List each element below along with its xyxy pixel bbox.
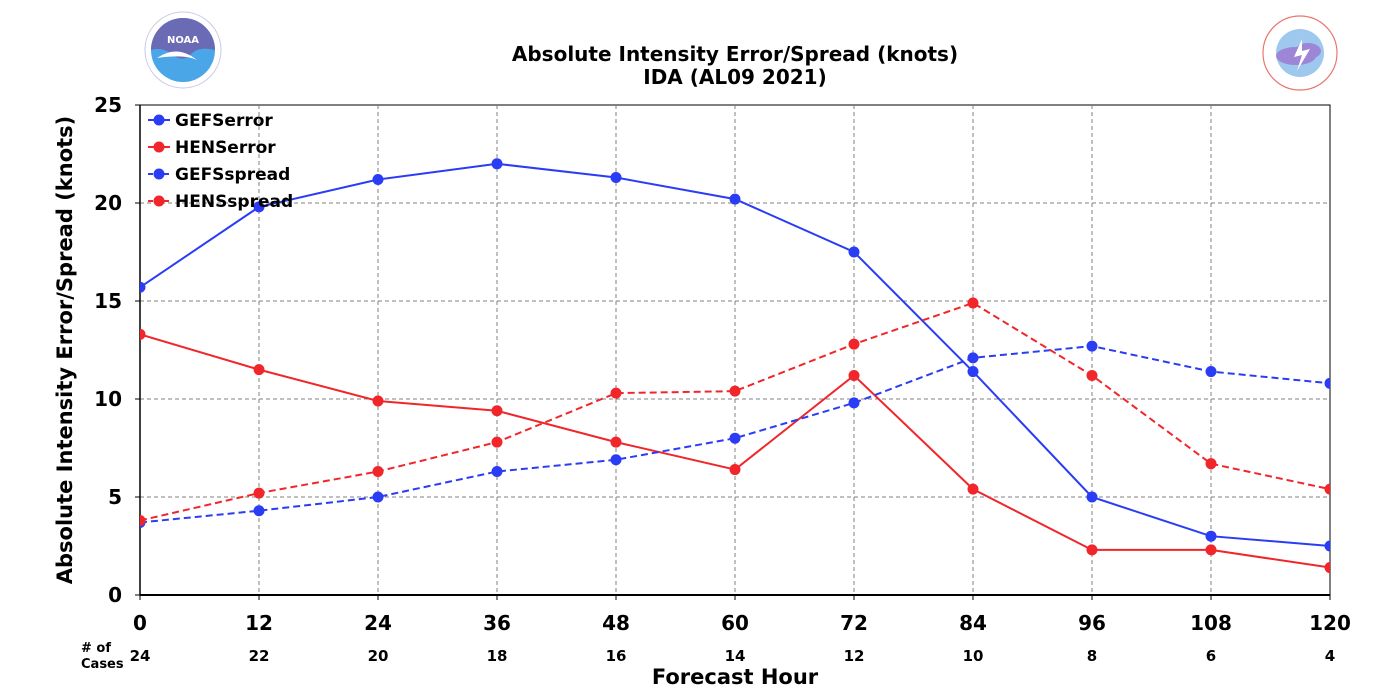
data-point-GEFSerror — [1205, 530, 1217, 542]
x-tick-label: 84 — [959, 611, 987, 635]
series-line-HENSspread — [140, 301, 1330, 522]
data-point-GEFSspread — [967, 352, 979, 364]
data-point-GEFSerror — [610, 172, 622, 184]
y-tick-label: 20 — [94, 191, 122, 215]
data-point-GEFSerror — [491, 158, 503, 170]
data-point-GEFSspread — [372, 491, 384, 503]
data-point-HENSspread — [1086, 369, 1098, 381]
data-point-HENSspread — [610, 387, 622, 399]
legend-marker-GEFSerror — [153, 114, 165, 126]
data-point-HENSspread — [140, 515, 146, 527]
y-tick-label: 25 — [94, 93, 122, 117]
cases-caption-line2: Cases — [81, 657, 124, 672]
data-point-HENSerror — [140, 328, 146, 340]
case-count-label: 6 — [1206, 647, 1216, 665]
data-point-GEFSspread — [491, 466, 503, 478]
data-point-HENSerror — [967, 483, 979, 495]
x-tick-label: 48 — [602, 611, 630, 635]
data-point-HENSspread — [1205, 458, 1217, 470]
data-point-GEFSspread — [253, 505, 265, 517]
series-HENSspread — [140, 297, 1330, 527]
data-point-GEFSerror — [967, 366, 979, 378]
y-tick-label: 15 — [94, 289, 122, 313]
case-count-label: 18 — [487, 647, 508, 665]
x-tick-label: 96 — [1078, 611, 1106, 635]
case-count-label: 20 — [368, 647, 389, 665]
data-point-HENSerror — [1205, 544, 1217, 556]
legend-label-GEFSspread: GEFSspread — [175, 165, 290, 185]
data-point-GEFSerror — [729, 193, 741, 205]
data-point-GEFSspread — [610, 454, 622, 466]
series-line-GEFSspread — [140, 345, 1330, 524]
data-point-HENSspread — [848, 338, 860, 350]
noaa-logo-bird — [157, 51, 197, 60]
legend-label-GEFSerror: GEFSerror — [175, 111, 273, 131]
x-tick-label: 108 — [1190, 611, 1232, 635]
y-tick-label: 5 — [108, 485, 122, 509]
y-tick-label: 0 — [108, 583, 122, 607]
chart-title: Absolute Intensity Error/Spread (knots) — [512, 42, 958, 66]
nws-logo — [1262, 15, 1338, 91]
series-HENSerror — [140, 328, 1330, 574]
x-tick-label: 120 — [1309, 611, 1351, 635]
data-point-HENSspread — [1324, 483, 1330, 495]
data-point-HENSerror — [1324, 562, 1330, 574]
data-point-HENSerror — [1086, 544, 1098, 556]
case-count-label: 24 — [130, 647, 151, 665]
legend-marker-GEFSspread — [153, 168, 165, 180]
case-count-label: 10 — [963, 647, 984, 665]
noaa-logo: NOAA — [144, 11, 222, 89]
case-count-label: 8 — [1087, 647, 1097, 665]
data-point-GEFSspread — [848, 397, 860, 409]
x-tick-label: 0 — [133, 611, 147, 635]
chart-subtitle: IDA (AL09 2021) — [643, 65, 826, 89]
x-tick-label: 12 — [245, 611, 273, 635]
case-count-label: 14 — [725, 647, 746, 665]
legend-label-HENSspread: HENSspread — [175, 192, 293, 212]
case-count-label: 12 — [844, 647, 865, 665]
legend: GEFSerror HENSerror GEFSspread HENSspread — [148, 111, 293, 212]
data-point-HENSspread — [372, 466, 384, 478]
x-tick-label: 24 — [364, 611, 392, 635]
x-tick-label: 72 — [840, 611, 868, 635]
data-point-GEFSerror — [848, 246, 860, 258]
cases-caption-line1: # of — [81, 641, 111, 656]
x-tick-label: 36 — [483, 611, 511, 635]
case-count-label: 4 — [1325, 647, 1335, 665]
data-point-HENSspread — [491, 436, 503, 448]
y-axis-title: Absolute Intensity Error/Spread (knots) — [53, 116, 77, 585]
data-point-GEFSspread — [1205, 366, 1217, 378]
legend-marker-HENSerror — [153, 141, 165, 153]
nws-logo-lightning — [1294, 39, 1310, 71]
case-count-label: 16 — [606, 647, 627, 665]
case-count-label: 22 — [249, 647, 270, 665]
data-point-HENSspread — [967, 297, 979, 309]
data-point-GEFSerror — [1086, 491, 1098, 503]
data-point-HENSerror — [372, 395, 384, 407]
data-point-GEFSerror — [372, 173, 384, 185]
data-point-HENSerror — [253, 364, 265, 376]
data-point-HENSspread — [253, 487, 265, 499]
noaa-logo-sky — [151, 18, 215, 59]
data-point-GEFSspread — [729, 432, 741, 444]
noaa-logo-text: NOAA — [167, 35, 199, 46]
data-point-GEFSerror — [253, 201, 265, 213]
legend-label-HENSerror: HENSerror — [175, 138, 276, 158]
data-point-HENSspread — [729, 385, 741, 397]
legend-marker-HENSspread — [153, 195, 165, 207]
data-point-GEFSspread — [1086, 340, 1098, 352]
x-tick-label: 60 — [721, 611, 749, 635]
data-point-HENSerror — [848, 369, 860, 381]
data-point-HENSerror — [610, 436, 622, 448]
data-point-GEFSerror — [1324, 540, 1330, 552]
data-point-HENSerror — [729, 464, 741, 476]
y-tick-label: 10 — [94, 387, 122, 411]
series-GEFSerror — [140, 158, 1330, 552]
data-point-GEFSspread — [1324, 377, 1330, 389]
x-axis-title: Forecast Hour — [652, 665, 819, 689]
data-point-HENSerror — [491, 405, 503, 417]
data-point-GEFSerror — [140, 281, 146, 293]
